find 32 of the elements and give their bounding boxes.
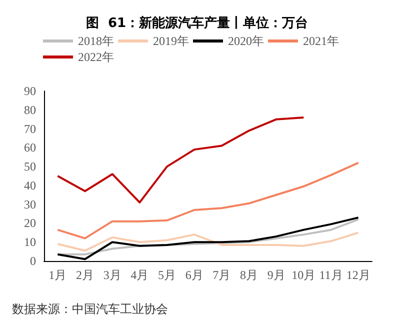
line-series [56,232,360,252]
legend-label: 2018年 [78,34,114,48]
x-tick-label: 3月 [103,268,122,282]
line-series [56,162,360,240]
x-tick-label: 7月 [212,268,231,282]
y-tick-label: 80 [24,102,36,117]
y-tick-label: 60 [24,140,36,155]
x-tick-label: 6月 [185,268,204,282]
legend-label: 2019年 [153,34,189,48]
source-note: 数据来源：中国汽车工业协会 [12,302,168,316]
y-tick-label: 10 [24,235,36,250]
x-tick-label: 10月 [292,268,316,282]
x-tick-label: 1月 [48,268,67,282]
chart-title: 图 61：新能源汽车产量丨单位：万台 [86,15,308,31]
x-tick-label: 9月 [267,268,286,282]
line-series [56,116,305,204]
y-tick-label: 50 [24,160,36,174]
x-tick-label: 8月 [240,268,258,282]
y-tick-label: 30 [24,197,36,212]
y-tick-label: 20 [24,216,36,230]
x-tick-label: 11月 [319,268,343,282]
y-tick-label: 90 [24,84,36,98]
legend-label: 2022年 [78,50,114,64]
x-tick-label: 2月 [76,268,94,282]
legend-label: 2020年 [228,34,264,48]
y-tick-label: 70 [24,122,36,136]
x-tick-label: 4月 [130,268,149,282]
y-tick-label: 40 [24,178,36,192]
x-tick-label: 12月 [346,268,370,282]
legend-label: 2021年 [303,34,339,48]
x-tick-label: 5月 [158,268,176,282]
y-tick-label: 0 [30,254,36,268]
